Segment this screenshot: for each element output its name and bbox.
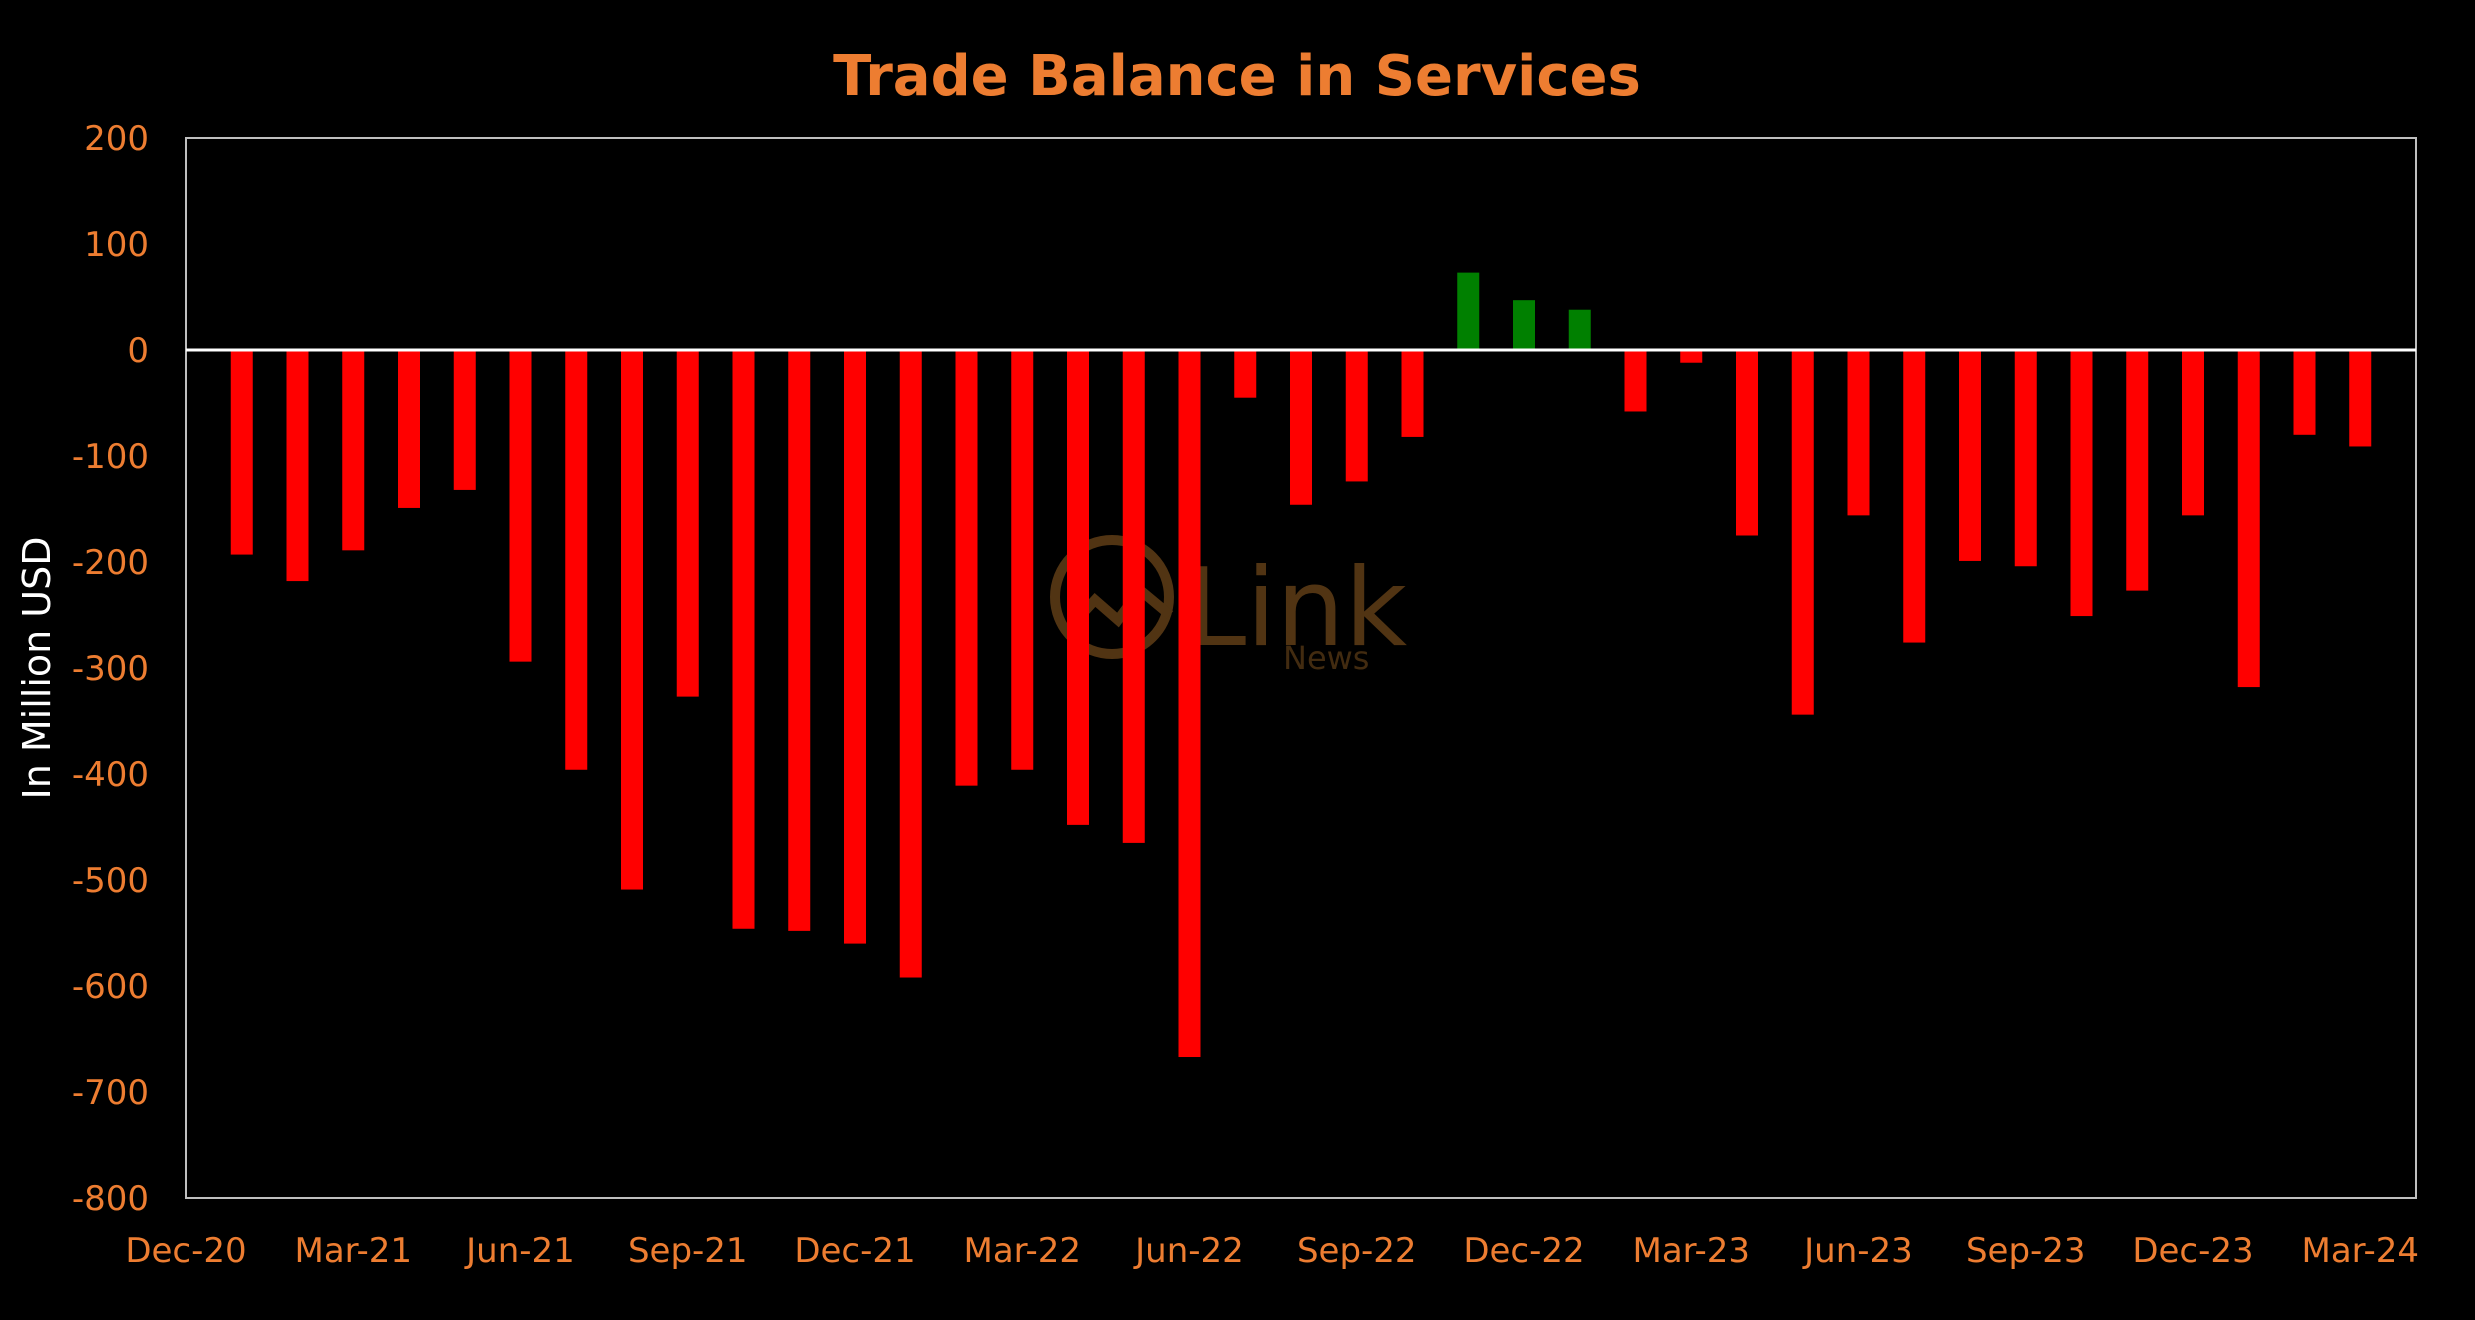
y-tick-label: -400 [72,755,149,795]
bar [286,350,309,582]
bar [1067,350,1089,825]
x-tick-label: Jun-22 [1133,1231,1244,1271]
bar [509,350,532,662]
bar [788,350,811,931]
bar [2182,350,2204,516]
y-tick-label: -500 [72,861,149,901]
x-tick-label: Sep-21 [628,1231,748,1271]
x-tick-label: Sep-23 [1966,1231,2086,1271]
bar [1959,350,1981,561]
bar [1513,300,1535,350]
bar [955,350,978,786]
bar [1457,272,1480,350]
chart-title: Trade Balance in Services [833,44,1641,109]
bar [2293,350,2316,435]
bar [342,350,365,551]
bar [565,350,588,770]
bar [844,350,866,944]
plot-frame [185,137,2417,1199]
x-tick-label: Dec-21 [794,1231,915,1271]
watermark-logo: Link News [1050,535,1408,677]
bar [398,350,420,508]
x-tick-label: Mar-21 [294,1231,412,1271]
bars [230,272,2372,1058]
bar [1401,350,1424,437]
y-tick-label: -800 [72,1179,149,1219]
bar [230,350,253,555]
x-tick-label: Mar-23 [1632,1231,1750,1271]
bar [1624,350,1647,412]
bar [2237,350,2260,688]
bar [676,350,699,697]
bar [2014,350,2037,567]
bar [453,350,476,490]
bar [1345,350,1368,482]
y-tick-label: 0 [127,331,149,371]
x-tick-label: Mar-22 [963,1231,1081,1271]
bar [2349,350,2372,447]
x-tick-label: Dec-23 [2132,1231,2253,1271]
bar [1290,350,1312,505]
bar [1234,350,1257,398]
x-tick-label: Jun-21 [464,1231,575,1271]
x-axis-ticks: Dec-20 Mar-21 Jun-21 Sep-21 Dec-21 Mar-22 Jun-… [125,1231,2419,1271]
x-tick-label: Dec-22 [1463,1231,1584,1271]
y-axis-label: In Million USD [15,537,59,800]
y-tick-label: -300 [72,649,149,689]
bar [1011,350,1034,770]
bar [732,350,755,929]
y-tick-label: -700 [72,1073,149,1113]
y-tick-label: -100 [72,437,149,477]
x-tick-label: Sep-22 [1297,1231,1417,1271]
x-tick-label: Jun-23 [1802,1231,1913,1271]
bar [899,350,922,978]
bar [1903,350,1926,643]
bar [1568,309,1591,350]
watermark-circle-icon [1050,535,1174,659]
y-tick-label: 200 [84,119,149,159]
watermark-sub: News [1283,639,1369,677]
y-tick-label: -600 [72,967,149,1007]
bar [1847,350,1870,516]
bar [1122,350,1145,843]
bar [1680,350,1703,363]
y-axis-ticks: 200 100 0 -100 -200 -300 -400 -500 -600 -700 -800 [72,119,149,1219]
bar [1791,350,1814,715]
bar [2070,350,2093,617]
y-tick-label: 100 [84,225,149,265]
bar [621,350,643,890]
y-tick-label: -200 [72,543,149,583]
bar [2126,350,2149,591]
watermark-brand: Link [1186,546,1408,671]
x-tick-label: Mar-24 [2301,1231,2419,1271]
x-tick-label: Dec-20 [125,1231,246,1271]
bar [1736,350,1758,536]
bar [1178,350,1201,1058]
